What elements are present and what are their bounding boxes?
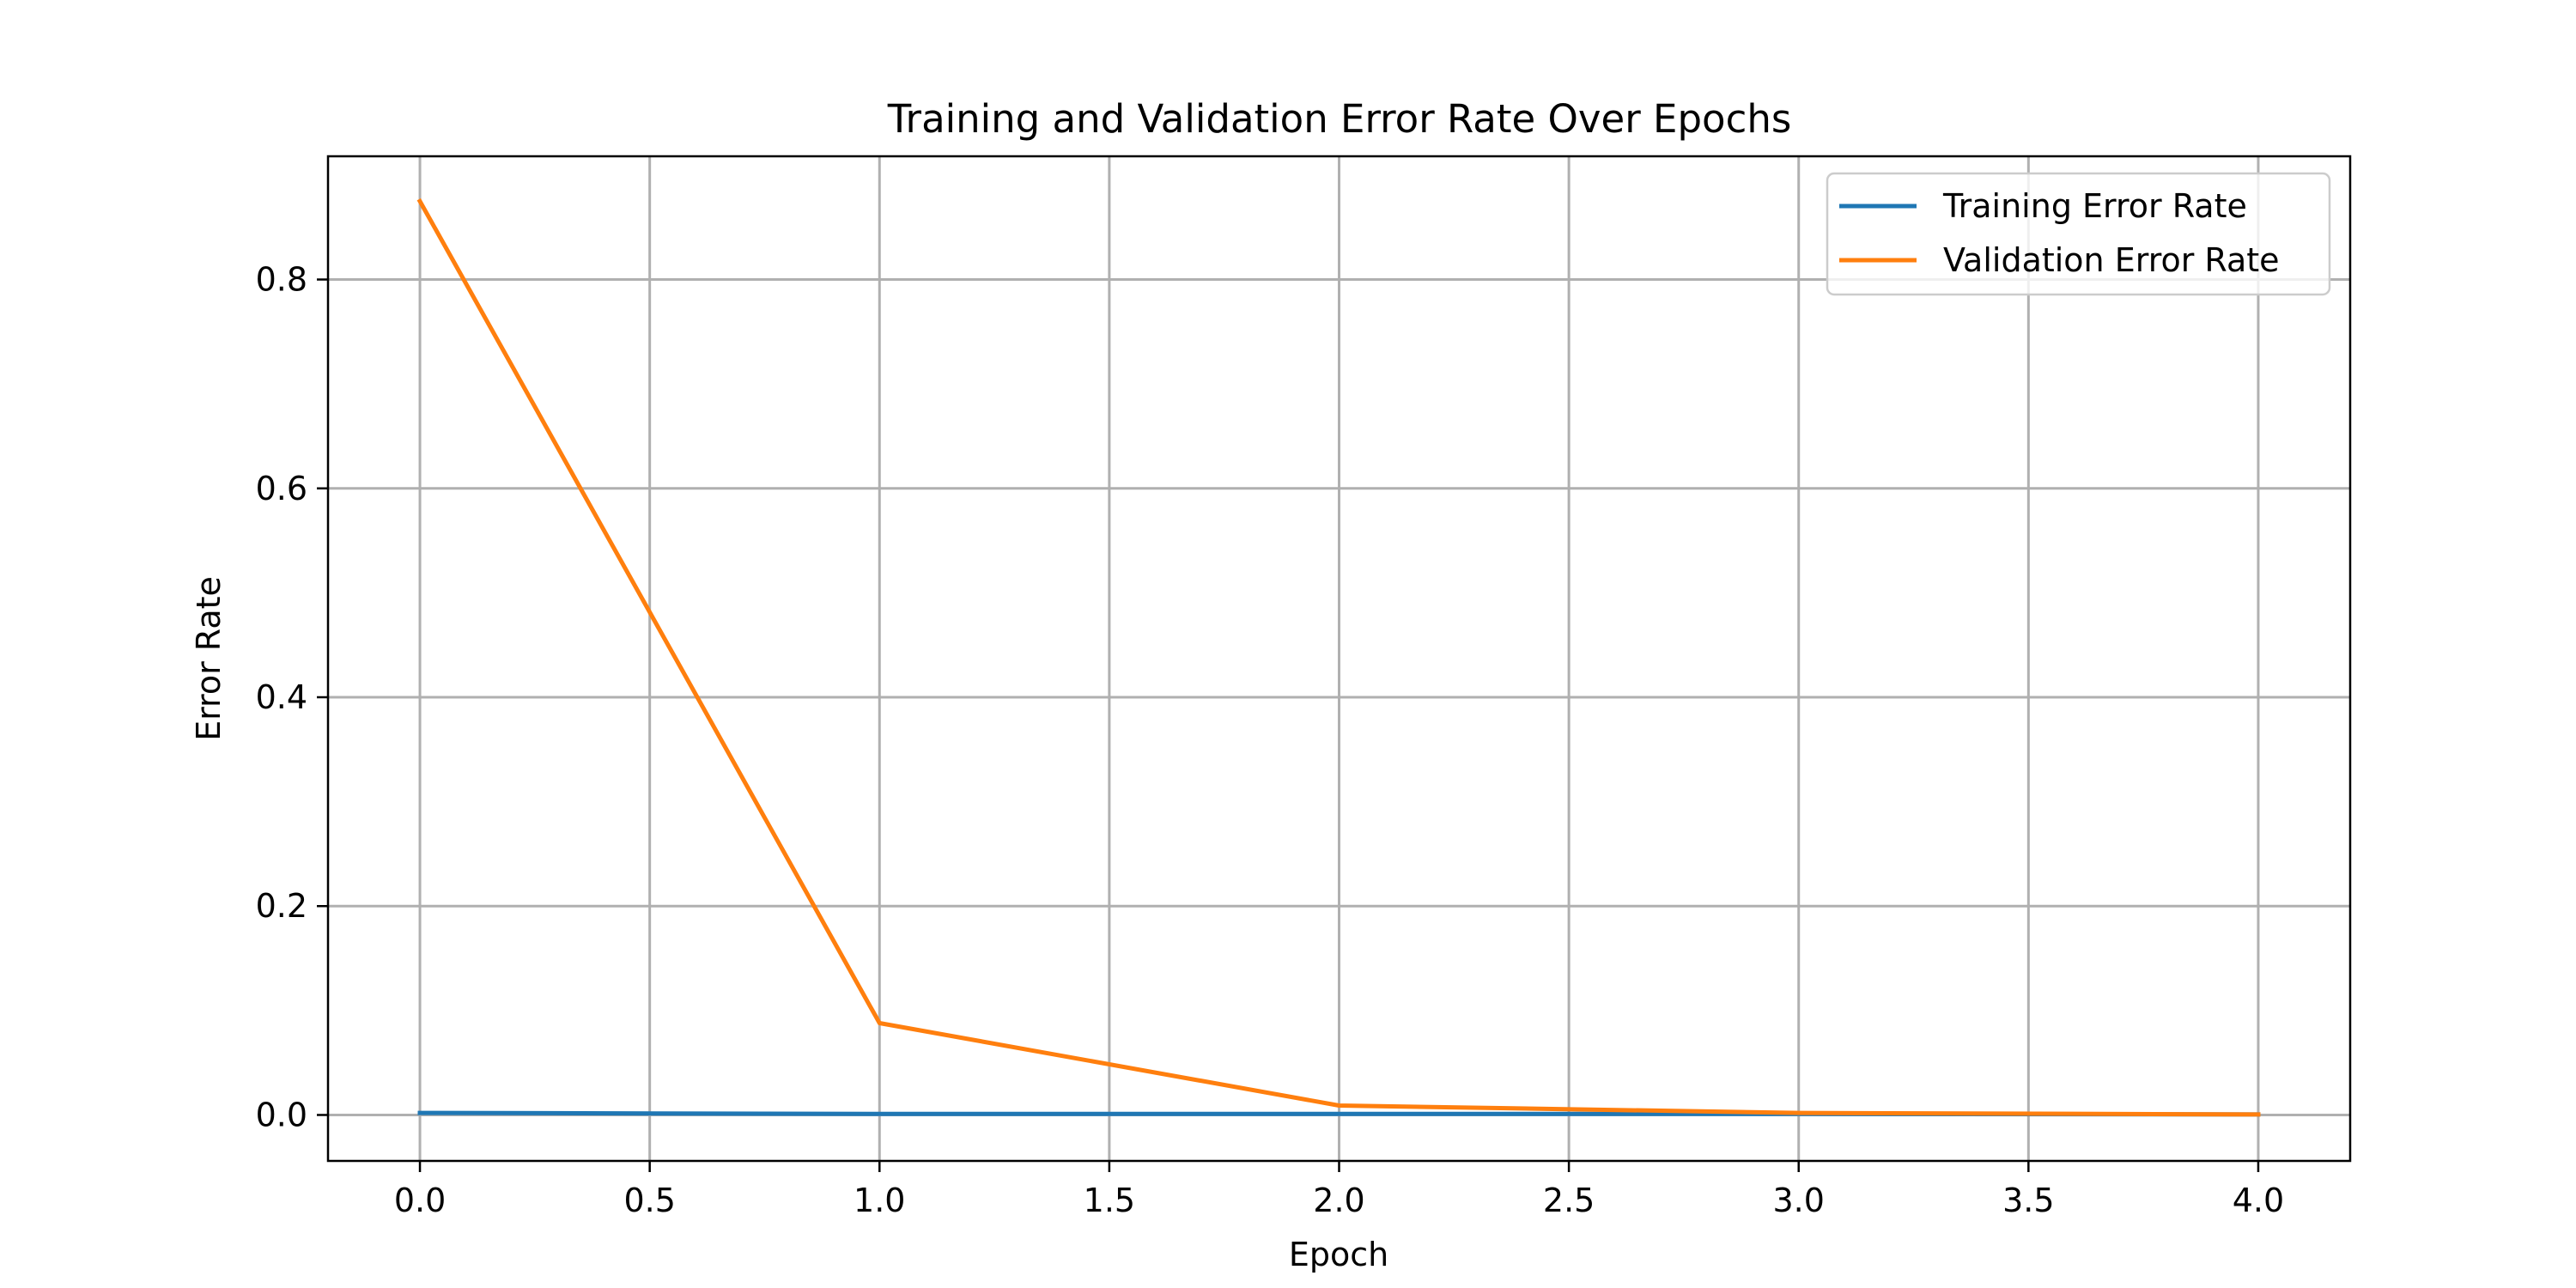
y-tick-label: 0.4 — [256, 678, 307, 716]
x-tick-label: 1.0 — [854, 1182, 905, 1219]
y-axis-label: Error Rate — [190, 576, 228, 741]
y-tick-label: 0.8 — [256, 261, 307, 299]
y-tick-label: 0.6 — [256, 470, 307, 507]
x-tick-label: 4.0 — [2233, 1182, 2284, 1219]
legend-label-validation: Validation Error Rate — [1943, 241, 2280, 279]
x-tick-label: 2.5 — [1543, 1182, 1595, 1219]
series-line-validation-error-rate — [416, 197, 2261, 1117]
y-tick-label: 0.2 — [256, 887, 307, 925]
x-gridlines — [418, 156, 2260, 1161]
x-tick-label: 3.5 — [2002, 1182, 2054, 1219]
legend-box — [1826, 172, 2331, 296]
y-tick-label: 0.0 — [256, 1096, 307, 1133]
x-tick-label: 0.0 — [394, 1182, 446, 1219]
legend: Training Error Rate Validation Error Rat… — [1826, 172, 2331, 296]
x-tick-label: 2.0 — [1313, 1182, 1364, 1219]
x-tick-label: 3.0 — [1773, 1182, 1825, 1219]
x-tick-label: 0.5 — [623, 1182, 675, 1219]
x-tick-label: 1.5 — [1084, 1182, 1135, 1219]
plot-area — [326, 155, 2352, 1163]
x-axis-label: Epoch — [1289, 1236, 1388, 1273]
series-lines — [416, 197, 2261, 1117]
legend-label-training: Training Error Rate — [1942, 187, 2247, 225]
y-axis-ticks: 0.0 0.2 0.4 0.6 0.8 — [256, 261, 328, 1133]
chart-title: Training and Validation Error Rate Over … — [887, 96, 1792, 142]
x-axis-ticks: 0.0 0.5 1.0 1.5 2.0 2.5 3.0 3.5 4.0 — [394, 1161, 2284, 1219]
